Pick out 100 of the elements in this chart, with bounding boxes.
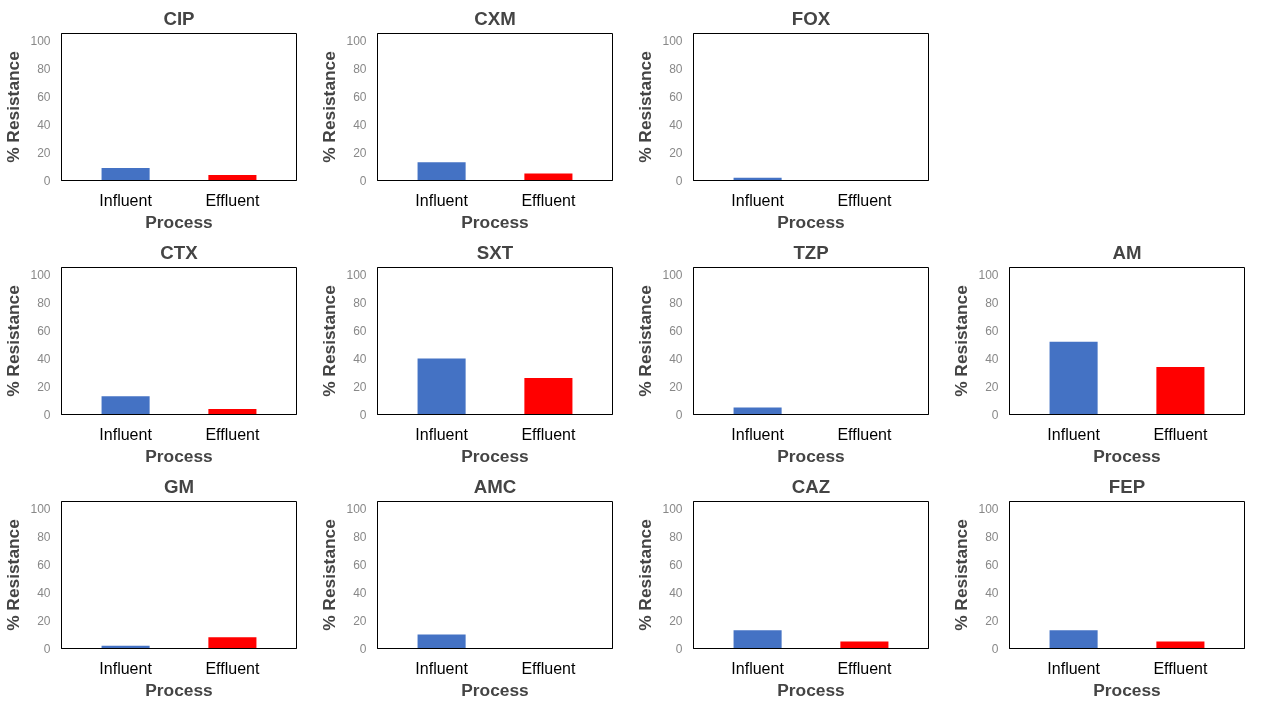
y-tick-label: 20 [353,614,367,628]
y-tick-label: 80 [37,530,51,544]
y-tick-label: 0 [675,174,683,188]
x-axis-title: Process [461,445,529,466]
y-tick-label: 20 [353,380,367,394]
y-tick-label: 40 [37,352,51,366]
x-axis-title: Process [777,211,845,232]
x-tick-label: Effluent [205,425,260,443]
x-tick-label: Effluent [205,191,260,209]
y-tick-label: 80 [669,62,683,76]
x-tick-label: Effluent [837,425,892,443]
x-tick-label: Influent [731,425,785,443]
chart-title: TZP [793,241,829,263]
y-tick-label: 40 [985,586,999,600]
y-tick-label: 60 [353,558,367,572]
y-tick-label: 100 [662,34,683,48]
y-tick-label: 40 [669,352,683,366]
y-tick-label: 60 [669,558,683,572]
y-tick-label: 0 [991,642,999,656]
y-tick-label: 80 [353,530,367,544]
x-tick-label: Effluent [837,659,892,677]
y-tick-label: 80 [669,296,683,310]
x-tick-label: Influent [415,659,469,677]
chart-title: FEP [1108,475,1146,497]
y-axis-title: % Resistance [319,518,340,631]
x-tick-label: Influent [415,191,469,209]
y-axis-title: % Resistance [951,518,972,631]
y-tick-label: 20 [669,614,683,628]
x-axis-title: Process [777,679,845,700]
x-axis-title: Process [145,211,213,232]
x-axis-title: Process [461,211,529,232]
y-tick-label: 40 [985,352,999,366]
y-tick-label: 60 [985,558,999,572]
y-tick-label: 20 [669,380,683,394]
y-tick-label: 100 [30,502,51,516]
y-tick-label: 40 [353,118,367,132]
y-tick-label: 80 [985,530,999,544]
x-tick-label: Influent [1047,659,1101,677]
y-axis-title: % Resistance [635,284,656,397]
x-tick-label: Effluent [521,191,576,209]
y-tick-label: 80 [985,296,999,310]
y-tick-label: 20 [37,614,51,628]
y-tick-label: 60 [37,324,51,338]
y-tick-label: 100 [662,268,683,282]
chart-title: CIP [163,7,195,29]
y-tick-label: 100 [978,502,999,516]
y-tick-label: 100 [346,34,367,48]
y-tick-label: 20 [669,146,683,160]
x-axis-title: Process [145,445,213,466]
y-axis-title: % Resistance [319,50,340,163]
y-axis-title: % Resistance [951,284,972,397]
chart-title: CTX [160,241,199,263]
x-tick-label: Influent [731,191,785,209]
y-tick-label: 100 [346,502,367,516]
x-tick-label: Effluent [1153,425,1208,443]
y-tick-label: 0 [991,408,999,422]
y-tick-label: 40 [353,586,367,600]
y-tick-label: 20 [985,614,999,628]
y-tick-label: 80 [669,530,683,544]
x-tick-label: Influent [99,191,153,209]
y-tick-label: 20 [353,146,367,160]
x-tick-label: Influent [731,659,785,677]
x-tick-label: Influent [415,425,469,443]
y-tick-label: 0 [43,408,51,422]
x-tick-label: Effluent [521,425,576,443]
x-tick-label: Influent [99,425,153,443]
y-tick-label: 20 [985,380,999,394]
y-tick-label: 100 [30,268,51,282]
y-tick-label: 40 [37,586,51,600]
x-tick-label: Effluent [837,191,892,209]
y-tick-label: 0 [675,408,683,422]
y-axis-title: % Resistance [635,50,656,163]
chart-title: CAZ [791,475,831,497]
y-tick-label: 0 [359,408,367,422]
y-axis-title: % Resistance [3,284,24,397]
x-tick-label: Influent [1047,425,1101,443]
y-tick-label: 60 [353,90,367,104]
x-tick-label: Effluent [521,659,576,677]
y-tick-label: 80 [353,296,367,310]
y-tick-label: 80 [353,62,367,76]
y-tick-label: 20 [37,146,51,160]
y-tick-label: 60 [985,324,999,338]
x-tick-label: Effluent [205,659,260,677]
chart-title: AM [1112,241,1142,263]
chart-title: SXT [476,241,514,263]
x-axis-title: Process [1093,679,1161,700]
y-tick-label: 40 [353,352,367,366]
y-tick-label: 100 [978,268,999,282]
y-tick-label: 0 [43,642,51,656]
y-tick-label: 40 [669,586,683,600]
y-tick-label: 100 [662,502,683,516]
y-axis-title: % Resistance [3,518,24,631]
y-tick-label: 60 [353,324,367,338]
y-tick-label: 100 [346,268,367,282]
y-tick-label: 60 [669,90,683,104]
y-tick-label: 60 [669,324,683,338]
x-axis-title: Process [777,445,845,466]
chart-title: AMC [473,475,517,497]
x-tick-label: Effluent [1153,659,1208,677]
x-axis-title: Process [145,679,213,700]
